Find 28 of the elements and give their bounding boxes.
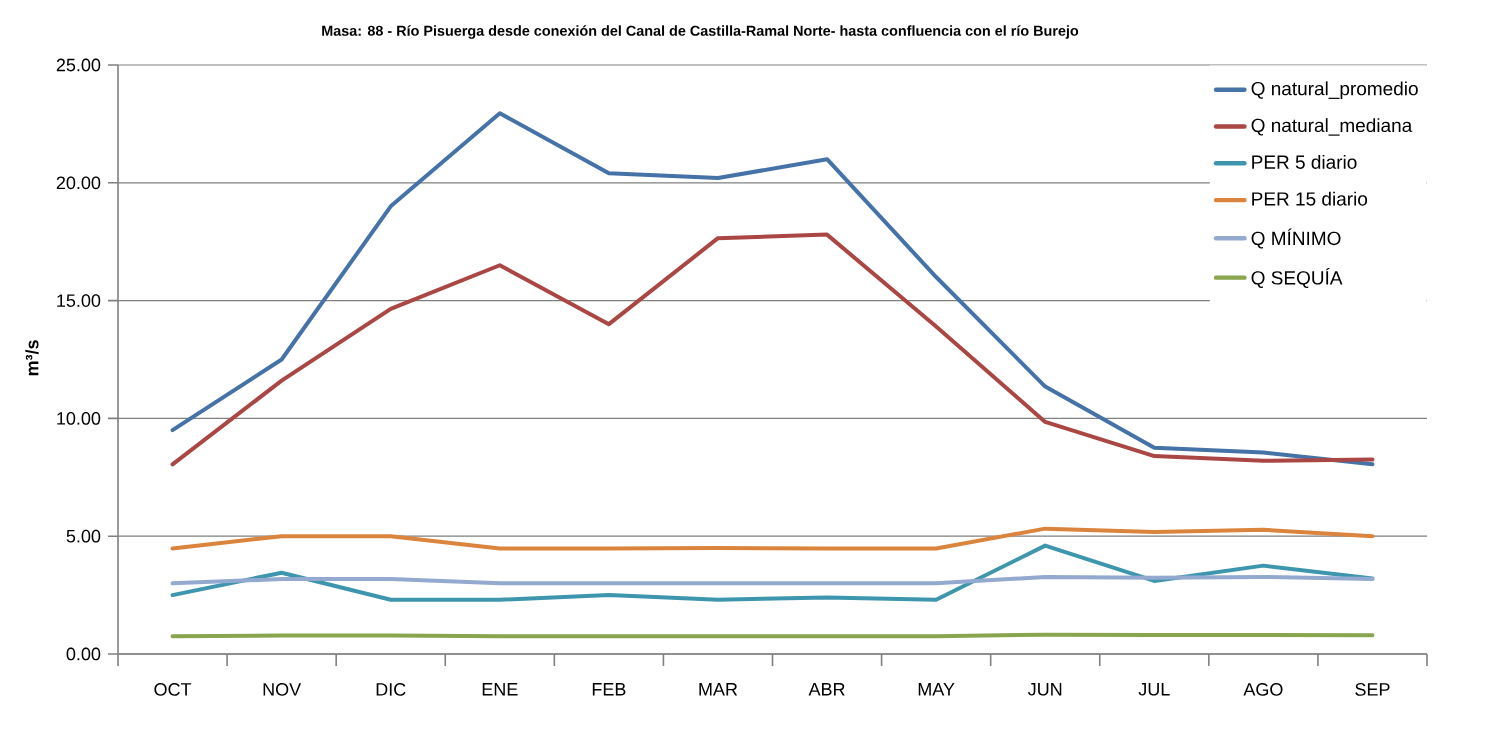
legend-label: Q natural_promedio <box>1251 81 1418 100</box>
y-tick-label: 15.00 <box>57 294 101 307</box>
line-series <box>170 526 1375 551</box>
y-tick-label: 25.00 <box>56 58 101 72</box>
chart-title: Masa: 88 - Río Pisuerga desde conexión del Canal de Castilla-Ramal Norte- hasta confluencia con el río Burejo <box>322 25 1079 39</box>
x-tick-label: OCT <box>154 683 192 696</box>
line-series <box>170 543 1375 602</box>
x-tick-label: JUL <box>1138 683 1170 696</box>
x-tick-label: MAR <box>699 683 738 696</box>
legend-label: PER 15 diario <box>1252 191 1368 206</box>
legend-label: PER 5 diario <box>1252 154 1357 169</box>
x-tick-label: DIC <box>376 683 406 696</box>
y-tick-label: 5.00 <box>66 529 101 543</box>
y-tick-label: 10.00 <box>57 412 101 425</box>
x-tick-label: MAY <box>918 683 955 696</box>
x-tick-label: FEB <box>592 683 626 696</box>
x-tick-label: AGO <box>1243 683 1283 696</box>
y-axis-title: m³/s <box>25 340 39 376</box>
y-tick-label: 20.00 <box>56 176 101 190</box>
legend-label: Q SEQUÍA <box>1251 267 1343 289</box>
y-tick-label: 0.00 <box>66 647 101 661</box>
legend-label: Q MÍNIMO <box>1251 228 1341 249</box>
x-tick-label: ABR <box>808 683 845 696</box>
x-tick-label: ENE <box>482 683 518 696</box>
legend-label: Q natural_mediana <box>1251 118 1413 136</box>
x-tick-label: JUN <box>1028 683 1062 696</box>
x-tick-label: SEP <box>1355 683 1390 696</box>
x-tick-label: NOV <box>263 683 302 696</box>
